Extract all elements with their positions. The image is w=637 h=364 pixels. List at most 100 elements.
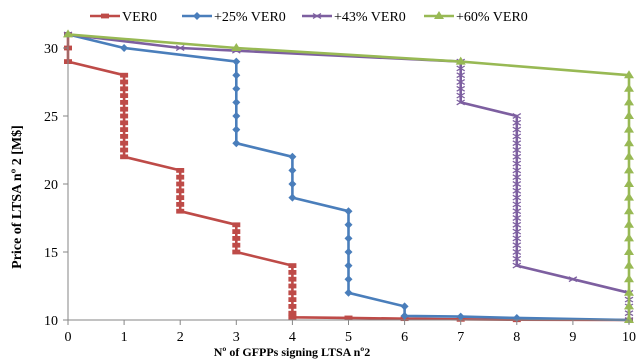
y-tick-label: 20 — [44, 178, 58, 193]
data-point — [288, 290, 297, 296]
legend-entry: +43% VER0 — [302, 10, 406, 25]
legend-entry: +60% VER0 — [424, 10, 528, 25]
data-point — [120, 154, 129, 160]
data-point — [120, 134, 129, 139]
legend-label: VER0 — [122, 10, 157, 25]
data-point — [624, 165, 634, 174]
data-point — [624, 192, 634, 201]
data-point — [120, 86, 129, 92]
data-point — [512, 140, 522, 147]
data-point — [512, 126, 522, 133]
x-tick-label: 3 — [233, 330, 240, 345]
plot-area — [63, 29, 634, 324]
data-point — [624, 111, 634, 119]
data-point — [512, 242, 522, 249]
y-tick-label: 15 — [44, 246, 58, 261]
x-tick-label: 10 — [622, 330, 636, 345]
data-point — [512, 113, 522, 119]
data-point — [456, 99, 466, 106]
x-tick-label: 7 — [457, 330, 464, 345]
series-line — [67, 33, 631, 320]
data-point — [344, 261, 353, 270]
data-point — [232, 222, 241, 228]
data-point — [288, 314, 297, 320]
data-point — [120, 44, 129, 52]
data-point — [624, 70, 634, 79]
data-point — [232, 112, 241, 120]
data-point — [455, 56, 466, 65]
legend-label: +43% VER0 — [334, 10, 406, 25]
data-point — [231, 43, 242, 51]
legend-marker — [193, 12, 201, 20]
data-point — [512, 187, 522, 194]
data-point — [176, 181, 185, 187]
x-tick-label: 2 — [177, 330, 184, 345]
data-point — [456, 92, 466, 99]
y-tick-label: 25 — [44, 110, 58, 125]
data-point — [288, 283, 297, 289]
legend-entry: VER0 — [90, 10, 157, 25]
legend-marker — [101, 13, 109, 19]
data-point — [120, 100, 129, 105]
data-point — [624, 83, 634, 92]
data-point — [232, 84, 241, 93]
data-point — [344, 220, 353, 229]
x-tick-label: 5 — [345, 330, 352, 345]
data-point — [232, 125, 241, 134]
data-point — [176, 195, 185, 200]
data-point — [344, 315, 353, 321]
data-point — [176, 188, 185, 194]
data-point — [456, 85, 466, 92]
series-2 — [64, 30, 633, 324]
data-point — [512, 221, 522, 228]
data-point — [512, 255, 522, 262]
data-point — [288, 166, 297, 175]
data-point — [456, 79, 466, 85]
data-point — [624, 274, 634, 283]
legend-entry: +25% VER0 — [182, 10, 286, 25]
data-point — [288, 310, 297, 316]
data-point — [288, 180, 297, 188]
data-point — [624, 151, 634, 160]
data-point — [512, 133, 522, 140]
data-point — [624, 233, 634, 242]
series-4 — [63, 29, 634, 323]
data-point — [120, 106, 129, 112]
legend-marker — [434, 11, 444, 19]
data-point — [176, 208, 185, 214]
data-point — [232, 57, 241, 66]
chart-legend: VER0 +25% VER0 +43% VER0 +60% VER0 — [90, 10, 528, 25]
data-point — [232, 229, 241, 234]
data-point — [400, 302, 409, 311]
data-point — [624, 301, 634, 310]
data-point — [288, 152, 297, 161]
data-point — [120, 147, 129, 153]
x-tick-label: 4 — [289, 330, 296, 345]
data-point — [512, 235, 522, 242]
data-point — [624, 219, 634, 228]
data-point — [624, 124, 634, 133]
y-tick-label: 10 — [44, 314, 58, 329]
legend-marker — [312, 13, 322, 19]
data-point — [344, 207, 353, 216]
data-point — [624, 260, 634, 269]
data-point — [512, 147, 522, 153]
data-point — [344, 248, 353, 256]
x-axis-title: Nº of GFPPs signing LTSA nº2 — [214, 345, 371, 359]
data-point — [344, 288, 353, 297]
data-point — [512, 153, 522, 160]
legend-label: +60% VER0 — [456, 10, 528, 25]
data-point — [344, 234, 353, 243]
data-point — [456, 65, 466, 72]
data-point — [120, 79, 129, 85]
y-axis-title: Price of LTSA nº 2 [M$] — [10, 125, 25, 269]
data-point — [512, 174, 522, 181]
data-point — [624, 206, 634, 215]
data-point — [624, 179, 634, 187]
x-tick-label: 6 — [401, 330, 408, 345]
data-point — [512, 215, 522, 221]
data-point — [512, 194, 522, 201]
data-point — [512, 181, 522, 187]
data-point — [624, 287, 634, 296]
